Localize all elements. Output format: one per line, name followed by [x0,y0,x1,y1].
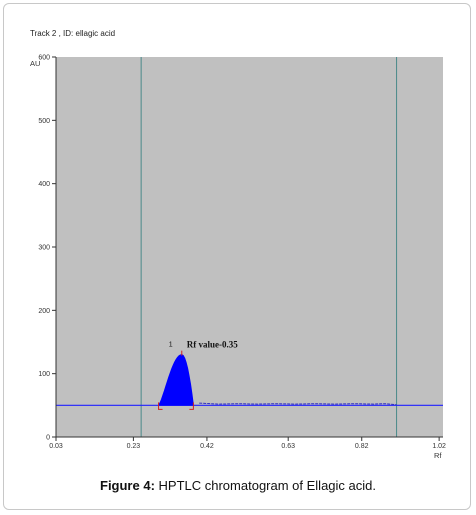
track-title: Track 2 , ID: ellagic acid [30,29,116,38]
peak-number-label: 1 [169,342,173,349]
y-tick-label: 200 [38,308,50,315]
y-tick-label: 500 [38,118,50,125]
y-tick-label: 400 [38,181,50,188]
figure-caption: Figure 4: HPTLC chromatogram of Ellagic … [0,478,476,493]
x-tick-label: 0.03 [49,443,63,450]
signal-line [199,402,397,406]
figure-caption-label: Figure 4: [100,478,155,493]
x-tick-label: 0.82 [355,443,369,450]
x-tick-label: 0.63 [281,443,295,450]
x-axis-label: Rf [434,451,442,460]
y-axis-label: AU [30,59,40,68]
y-tick-label: 0 [46,435,50,442]
figure-caption-text: HPTLC chromatogram of Ellagic acid. [154,478,376,493]
plot-area [56,57,443,437]
x-tick-label: 1.02 [432,443,446,450]
x-tick-label: 0.42 [200,443,214,450]
peak-area [157,354,194,406]
peak-end-marker [189,402,194,410]
y-tick-label: 100 [38,371,50,378]
peak-annotation: Rf value-0.35 [187,340,238,350]
y-tick-label: 300 [38,245,50,252]
y-tick-label: 600 [38,55,50,62]
peak-start-marker [158,402,163,410]
x-tick-label: 0.23 [127,443,141,450]
